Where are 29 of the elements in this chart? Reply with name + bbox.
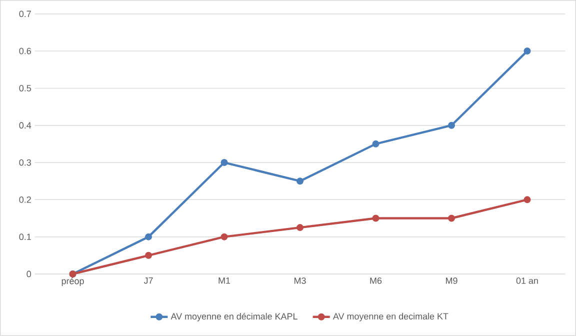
point	[448, 122, 455, 129]
x-tick-label: M1	[218, 278, 230, 284]
point	[372, 214, 380, 222]
x-tick-label: M3	[294, 278, 306, 284]
y-tick-label: 0.1	[19, 234, 31, 240]
x-tick-label: 01 an	[516, 278, 538, 284]
point	[145, 252, 152, 259]
point	[524, 196, 531, 204]
point	[220, 159, 228, 166]
point	[448, 214, 455, 222]
legend-label: AV moyenne en decimale KT	[332, 312, 448, 322]
y-tick-label: 0.3	[19, 159, 31, 166]
x-tick-label: J7	[144, 278, 153, 284]
point	[220, 233, 228, 240]
y-tick-label: 0.2	[19, 196, 31, 203]
y-tick-label: 0.5	[19, 85, 31, 92]
x-tick-label: M9	[446, 278, 458, 284]
point	[296, 178, 304, 185]
x-tick-label: M6	[370, 278, 382, 284]
x-tick-label: préop	[62, 278, 84, 286]
point	[372, 140, 380, 148]
point	[145, 233, 152, 240]
legend-label: AV moyenne en décimale KAPL	[170, 312, 298, 322]
point	[296, 224, 304, 232]
y-tick-label: 0.4	[19, 122, 32, 129]
y-tick-label: 0	[26, 270, 32, 278]
y-tick-label: 0.7	[19, 10, 31, 18]
y-tick-label: 0.6	[19, 48, 31, 54]
point	[524, 48, 531, 55]
